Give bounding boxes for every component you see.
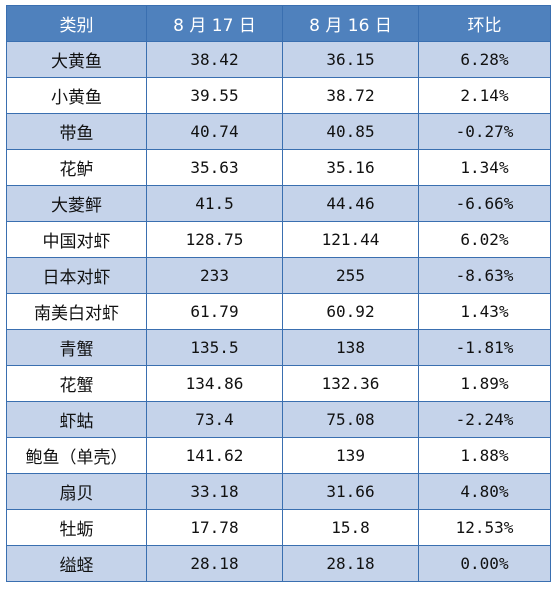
cell-aug16: 60.92 (282, 293, 419, 330)
cell-change: 0.00% (418, 545, 551, 582)
cell-change: 2.14% (418, 77, 551, 114)
cell-change: -8.63% (418, 257, 551, 294)
cell-aug17: 233 (146, 257, 283, 294)
cell-aug16: 38.72 (282, 77, 419, 114)
cell-name: 花鲈 (6, 149, 147, 186)
cell-aug17: 17.78 (146, 509, 283, 546)
cell-aug17: 141.62 (146, 437, 283, 474)
cell-aug16: 35.16 (282, 149, 419, 186)
header-row: 类别 8 月 17 日 8 月 16 日 环比 (6, 5, 551, 42)
cell-name: 青蟹 (6, 329, 147, 366)
cell-aug17: 134.86 (146, 365, 283, 402)
cell-change: 4.80% (418, 473, 551, 510)
header-change: 环比 (418, 5, 551, 42)
cell-name: 中国对虾 (6, 221, 147, 258)
cell-change: 12.53% (418, 509, 551, 546)
cell-name: 小黄鱼 (6, 77, 147, 114)
cell-aug17: 73.4 (146, 401, 283, 438)
header-aug16: 8 月 16 日 (282, 5, 419, 42)
price-table-container: 类别 8 月 17 日 8 月 16 日 环比 大黄鱼 38.42 36.15 … (6, 5, 551, 582)
cell-change: -0.27% (418, 113, 551, 150)
cell-name: 虾蛄 (6, 401, 147, 438)
cell-name: 牡蛎 (6, 509, 147, 546)
cell-aug16: 40.85 (282, 113, 419, 150)
header-aug17: 8 月 17 日 (146, 5, 283, 42)
cell-aug16: 28.18 (282, 545, 419, 582)
cell-aug16: 75.08 (282, 401, 419, 438)
table-row: 花鲈 35.63 35.16 1.34% (6, 149, 551, 186)
table-row: 南美白对虾 61.79 60.92 1.43% (6, 293, 551, 330)
table-row: 小黄鱼 39.55 38.72 2.14% (6, 77, 551, 114)
cell-name: 大黄鱼 (6, 41, 147, 78)
cell-aug17: 61.79 (146, 293, 283, 330)
header-category: 类别 (6, 5, 147, 42)
table-row: 虾蛄 73.4 75.08 -2.24% (6, 401, 551, 438)
table-body: 大黄鱼 38.42 36.15 6.28% 小黄鱼 39.55 38.72 2.… (6, 41, 551, 582)
table-row: 扇贝 33.18 31.66 4.80% (6, 473, 551, 510)
table-row: 鲍鱼（单壳） 141.62 139 1.88% (6, 437, 551, 474)
cell-aug17: 33.18 (146, 473, 283, 510)
table-row: 中国对虾 128.75 121.44 6.02% (6, 221, 551, 258)
cell-aug16: 255 (282, 257, 419, 294)
cell-aug16: 44.46 (282, 185, 419, 222)
price-table: 类别 8 月 17 日 8 月 16 日 环比 大黄鱼 38.42 36.15 … (6, 5, 551, 582)
cell-aug17: 39.55 (146, 77, 283, 114)
cell-aug17: 135.5 (146, 329, 283, 366)
cell-change: -1.81% (418, 329, 551, 366)
cell-name: 南美白对虾 (6, 293, 147, 330)
cell-aug17: 41.5 (146, 185, 283, 222)
table-header: 类别 8 月 17 日 8 月 16 日 环比 (6, 5, 551, 42)
cell-aug16: 138 (282, 329, 419, 366)
table-row: 牡蛎 17.78 15.8 12.53% (6, 509, 551, 546)
cell-aug16: 15.8 (282, 509, 419, 546)
cell-change: 1.43% (418, 293, 551, 330)
cell-aug17: 128.75 (146, 221, 283, 258)
cell-change: 6.28% (418, 41, 551, 78)
table-row: 带鱼 40.74 40.85 -0.27% (6, 113, 551, 150)
cell-aug17: 28.18 (146, 545, 283, 582)
cell-change: 1.89% (418, 365, 551, 402)
cell-aug16: 132.36 (282, 365, 419, 402)
cell-aug16: 139 (282, 437, 419, 474)
cell-change: -2.24% (418, 401, 551, 438)
cell-aug16: 36.15 (282, 41, 419, 78)
cell-name: 大菱鲆 (6, 185, 147, 222)
table-row: 大黄鱼 38.42 36.15 6.28% (6, 41, 551, 78)
cell-change: -6.66% (418, 185, 551, 222)
table-row: 花蟹 134.86 132.36 1.89% (6, 365, 551, 402)
table-row: 缢蛏 28.18 28.18 0.00% (6, 545, 551, 582)
cell-aug17: 38.42 (146, 41, 283, 78)
cell-aug16: 121.44 (282, 221, 419, 258)
cell-name: 扇贝 (6, 473, 147, 510)
cell-aug16: 31.66 (282, 473, 419, 510)
cell-change: 1.88% (418, 437, 551, 474)
cell-name: 日本对虾 (6, 257, 147, 294)
table-row: 青蟹 135.5 138 -1.81% (6, 329, 551, 366)
cell-name: 带鱼 (6, 113, 147, 150)
cell-aug17: 40.74 (146, 113, 283, 150)
cell-aug17: 35.63 (146, 149, 283, 186)
cell-name: 鲍鱼（单壳） (6, 437, 147, 474)
table-row: 大菱鲆 41.5 44.46 -6.66% (6, 185, 551, 222)
cell-change: 1.34% (418, 149, 551, 186)
cell-name: 缢蛏 (6, 545, 147, 582)
cell-change: 6.02% (418, 221, 551, 258)
table-row: 日本对虾 233 255 -8.63% (6, 257, 551, 294)
cell-name: 花蟹 (6, 365, 147, 402)
